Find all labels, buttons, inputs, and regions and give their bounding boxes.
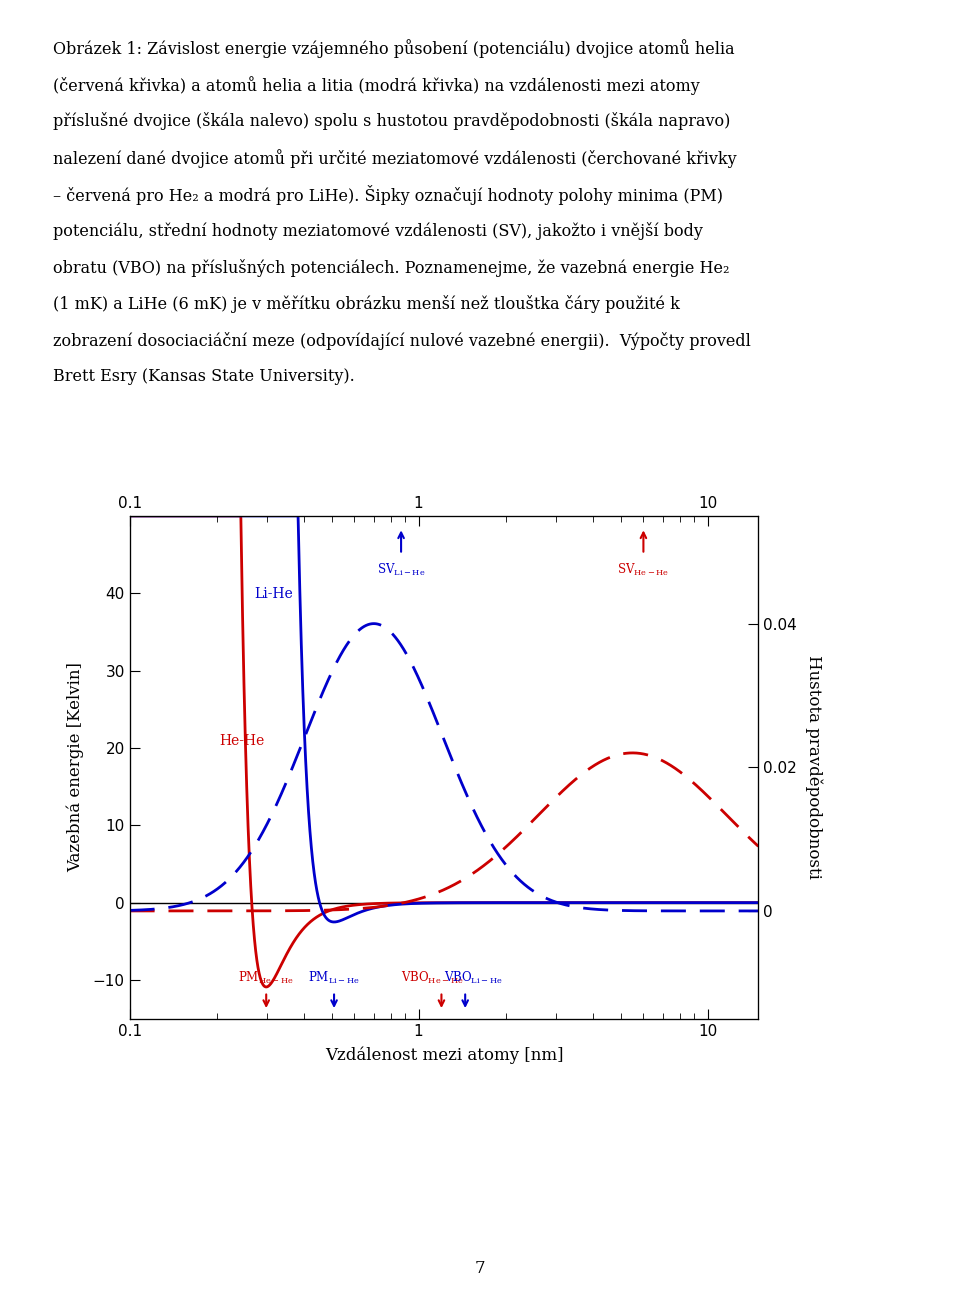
Text: (1 mK) a LiHe (6 mK) je v měřítku obrázku menší než tlouštka čáry použité k: (1 mK) a LiHe (6 mK) je v měřítku obrázk… bbox=[53, 295, 680, 313]
Text: VBO$_{\mathregular{He-He}}$: VBO$_{\mathregular{He-He}}$ bbox=[401, 970, 464, 986]
Text: příslušné dvojice (škála nalevo) spolu s hustotou pravděpodobnosti (škála naprav: příslušné dvojice (škála nalevo) spolu s… bbox=[53, 112, 731, 131]
Text: SV$_{\mathregular{He-He}}$: SV$_{\mathregular{He-He}}$ bbox=[617, 563, 669, 579]
Text: (červená křivka) a atomů helia a litia (modrá křivka) na vzdálenosti mezi atomy: (červená křivka) a atomů helia a litia (… bbox=[53, 76, 700, 94]
Text: zobrazení dosociaciáční meze (odpovídající nulové vazebné energii).  Výpočty pro: zobrazení dosociaciáční meze (odpovídají… bbox=[53, 332, 751, 350]
Text: Brett Esry (Kansas State University).: Brett Esry (Kansas State University). bbox=[53, 368, 354, 385]
X-axis label: Vzdálenost mezi atomy [nm]: Vzdálenost mezi atomy [nm] bbox=[324, 1047, 564, 1064]
Text: 7: 7 bbox=[474, 1260, 486, 1277]
Text: SV$_{\mathregular{Li-He}}$: SV$_{\mathregular{Li-He}}$ bbox=[377, 563, 425, 579]
Text: obratu (VBO) na příslušných potenciálech. Poznamenejme, že vazebná energie He₂: obratu (VBO) na příslušných potenciálech… bbox=[53, 259, 730, 277]
Text: Li-He: Li-He bbox=[254, 586, 293, 601]
Y-axis label: Hustota pravděpodobnosti: Hustota pravděpodobnosti bbox=[804, 656, 822, 879]
Text: PM$_{\mathregular{Li-He}}$: PM$_{\mathregular{Li-He}}$ bbox=[308, 970, 360, 986]
Text: potenciálu, střední hodnoty meziatomové vzdálenosti (SV), jakožto i vnější body: potenciálu, střední hodnoty meziatomové … bbox=[53, 222, 703, 240]
Y-axis label: Vazebná energie [Kelvin]: Vazebná energie [Kelvin] bbox=[67, 662, 84, 872]
Text: nalezení dané dvojice atomů při určité meziatomové vzdálenosti (čerchované křivk: nalezení dané dvojice atomů při určité m… bbox=[53, 149, 736, 167]
Text: VBO$_{\mathregular{Li-He}}$: VBO$_{\mathregular{Li-He}}$ bbox=[444, 970, 503, 986]
Text: PM$_{\mathregular{He-He}}$: PM$_{\mathregular{He-He}}$ bbox=[238, 970, 294, 986]
Text: He-He: He-He bbox=[220, 734, 265, 748]
Text: Obrázek 1: Závislost energie vzájemného působení (potenciálu) dvojice atomů heli: Obrázek 1: Závislost energie vzájemného … bbox=[53, 39, 734, 57]
Text: – červená pro He₂ a modrá pro LiHe). Šipky označují hodnoty polohy minima (PM): – červená pro He₂ a modrá pro LiHe). Šip… bbox=[53, 185, 723, 205]
